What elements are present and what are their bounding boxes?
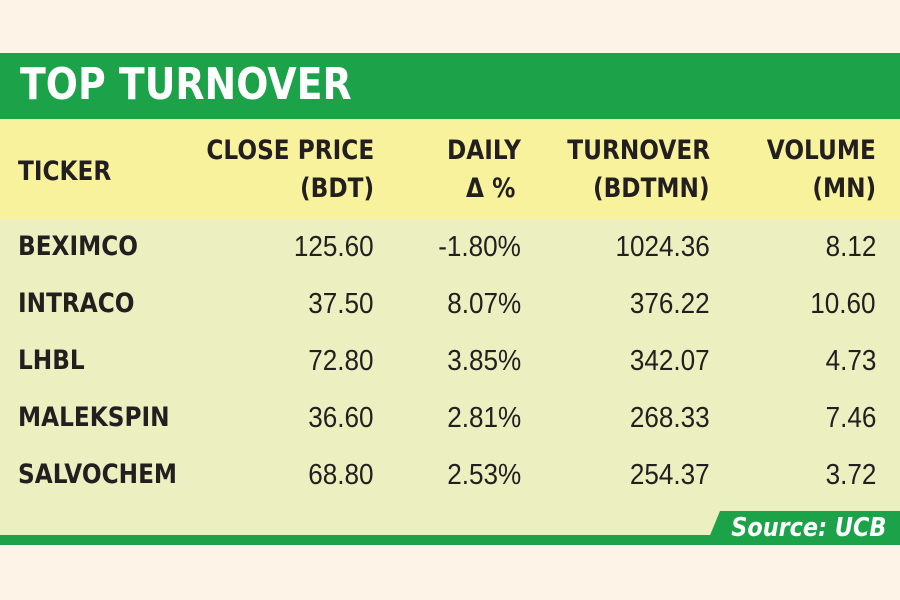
title-bar: TOP TURNOVER <box>0 53 900 119</box>
cell-turnover: 1024.36 <box>615 231 710 263</box>
table-row: SALVOCHEM 68.80 2.53% 254.37 3.72 <box>0 447 900 504</box>
cell-ticker: INTRACO <box>18 288 135 319</box>
cell-ticker: SALVOCHEM <box>18 459 178 490</box>
source-tag <box>706 511 900 545</box>
cell-close-price: 36.60 <box>308 402 374 434</box>
header-volume-unit: (MN) <box>812 173 876 204</box>
bottom-bar <box>0 535 900 545</box>
cell-daily-change: 8.07% <box>446 288 521 320</box>
cell-volume: 3.72 <box>825 459 876 491</box>
cell-volume: 7.46 <box>825 402 876 434</box>
header-close-price: CLOSE PRICE <box>206 135 374 166</box>
header-daily: DAILY <box>447 135 521 166</box>
header-turnover-unit: (BDTMN) <box>593 173 710 204</box>
cell-turnover: 254.37 <box>630 459 710 491</box>
cell-daily-change: 2.53% <box>446 459 521 491</box>
cell-turnover: 268.33 <box>630 402 710 434</box>
header-volume: VOLUME <box>766 135 876 166</box>
cell-ticker: LHBL <box>18 345 85 376</box>
table-row: MALEKSPIN 36.60 2.81% 268.33 7.46 <box>0 390 900 447</box>
header-daily-delta: Δ % <box>465 173 515 204</box>
cell-turnover: 342.07 <box>630 345 710 377</box>
header-close-price-unit: (BDT) <box>299 173 374 204</box>
header-row: TICKER CLOSE PRICE (BDT) DAILY Δ % TURNO… <box>0 119 900 219</box>
cell-volume: 4.73 <box>825 345 876 377</box>
table-row: INTRACO 37.50 8.07% 376.22 10.60 <box>0 276 900 333</box>
cell-volume: 8.12 <box>825 231 876 263</box>
cell-close-price: 68.80 <box>308 459 374 491</box>
table-row: LHBL 72.80 3.85% 342.07 4.73 <box>0 333 900 390</box>
cell-close-price: 125.60 <box>294 231 374 263</box>
header-turnover: TURNOVER <box>567 135 710 166</box>
header-ticker: TICKER <box>18 156 112 187</box>
cell-daily-change: -1.80% <box>438 231 521 263</box>
cell-daily-change: 3.85% <box>446 345 521 377</box>
source-label: Source: UCB <box>730 513 886 543</box>
cell-turnover: 376.22 <box>630 288 710 320</box>
cell-daily-change: 2.81% <box>446 402 521 434</box>
table-row: BEXIMCO 125.60 -1.80% 1024.36 8.12 <box>0 219 900 276</box>
table-title: TOP TURNOVER <box>20 59 352 110</box>
top-turnover-table: TOP TURNOVER TICKER CLOSE PRICE (BDT) DA… <box>0 53 900 545</box>
cell-ticker: BEXIMCO <box>18 231 138 262</box>
cell-volume: 10.60 <box>810 288 876 320</box>
cell-close-price: 37.50 <box>308 288 374 320</box>
cell-ticker: MALEKSPIN <box>18 402 170 433</box>
cell-close-price: 72.80 <box>308 345 374 377</box>
